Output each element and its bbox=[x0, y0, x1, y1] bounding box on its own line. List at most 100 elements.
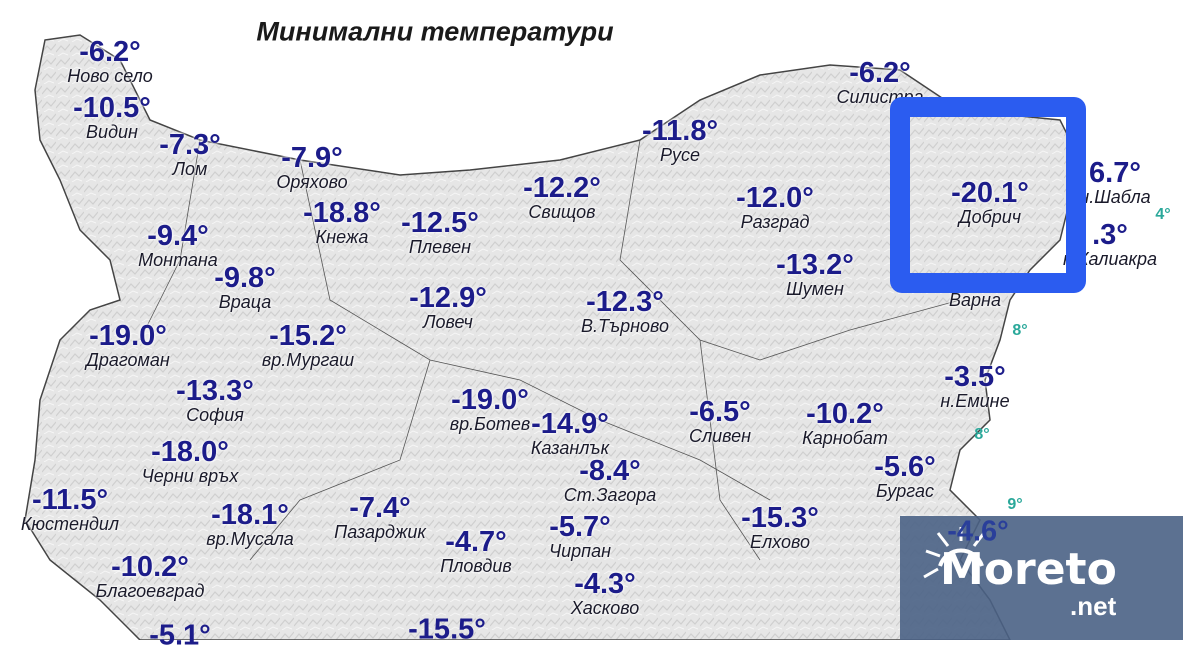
station-label: -7.4° Пазарджик bbox=[334, 494, 426, 543]
station-temperature: -19.0° bbox=[451, 384, 529, 416]
country-outline bbox=[24, 34, 1081, 640]
station-name: В.Търново bbox=[580, 316, 670, 336]
station-name: Русе bbox=[659, 145, 701, 165]
station-name: Лом bbox=[172, 159, 208, 179]
station-temperature: -12.9° bbox=[409, 282, 487, 314]
station-temperature: .3° bbox=[1092, 219, 1128, 251]
station-label: -7.3° Лом bbox=[159, 131, 221, 180]
station-label: -20.1° Добрич bbox=[951, 177, 1029, 228]
station-name: вр.Мусала bbox=[206, 529, 294, 549]
station-label: -3.5° н.Емине bbox=[940, 361, 1010, 412]
station-name: Разград bbox=[740, 212, 810, 232]
station-label: -9.8° Враца bbox=[214, 262, 276, 313]
station-name: Видин bbox=[86, 122, 138, 142]
logo-text: Moreto bbox=[940, 544, 1117, 595]
station-label: -12.2° Свищов bbox=[523, 174, 601, 223]
station-name: Сливен bbox=[688, 426, 752, 446]
station-label: -7.9° Оряхово bbox=[276, 142, 348, 193]
map-title: Минимални температури bbox=[256, 16, 614, 47]
station-name: Пловдив bbox=[440, 556, 512, 576]
station-temperature: -3.5° bbox=[944, 361, 1006, 393]
sea-temperature: 9° bbox=[1007, 496, 1023, 513]
station-label: -5.7° Чирпан bbox=[549, 511, 611, 562]
station-temperature: -20.1° bbox=[951, 177, 1029, 209]
station-name: н.Шабла bbox=[1079, 187, 1151, 207]
station-temperature: -15.2° bbox=[269, 320, 347, 352]
station-name: Кюстендил bbox=[20, 514, 120, 534]
station-label: .3° н.Калиакра bbox=[1063, 219, 1157, 270]
station-label: 6.7° н.Шабла bbox=[1079, 157, 1151, 208]
station-name: Ст.Загора bbox=[563, 485, 657, 505]
partial-value: -15.5° bbox=[408, 613, 486, 646]
station-temperature: -11.8° bbox=[641, 115, 719, 147]
station-label: Варна bbox=[949, 290, 1001, 310]
station-temperature: -10.2° bbox=[111, 551, 189, 583]
station-name: вр.Мургаш bbox=[261, 350, 355, 370]
station-name: Хасково bbox=[570, 598, 640, 618]
partial-value: -4.6° bbox=[947, 515, 1009, 548]
station-name: Пазарджик bbox=[334, 522, 426, 542]
station-name: Оряхово bbox=[276, 172, 348, 192]
station-name: Карнобат bbox=[802, 428, 888, 448]
moreto-logo: Moreto .net bbox=[900, 516, 1183, 640]
station-name: Бургас bbox=[875, 481, 935, 501]
station-label: -4.3° Хасково bbox=[570, 570, 640, 619]
station-temperature: -6.2° bbox=[849, 57, 911, 89]
station-temperature: -6.5° bbox=[689, 396, 751, 428]
station-temperature: -13.2° bbox=[776, 249, 854, 281]
station-temperature: -9.8° bbox=[214, 262, 276, 294]
station-label: -18.1° вр.Мусала bbox=[206, 499, 294, 550]
station-label: -11.8° Русе bbox=[641, 115, 719, 166]
station-label: -12.5° Плевен bbox=[401, 209, 479, 258]
station-temperature: -4.7° bbox=[445, 526, 507, 558]
highlight-box-dobrich bbox=[890, 97, 1086, 293]
station-temperature: -8.4° bbox=[579, 455, 641, 487]
station-name: Варна bbox=[949, 290, 1001, 310]
station-label: -18.8° Кнежа bbox=[303, 197, 381, 248]
logo-suffix: .net bbox=[1070, 591, 1117, 621]
station-label: -19.0° Драгоман bbox=[86, 322, 170, 371]
station-label: -8.4° Ст.Загора bbox=[563, 455, 657, 506]
station-temperature: -15.3° bbox=[741, 502, 819, 534]
station-name: Кнежа bbox=[315, 227, 369, 247]
station-name: Плевен bbox=[408, 237, 472, 257]
region-borders bbox=[139, 139, 961, 561]
station-label: -12.0° Разград bbox=[736, 182, 814, 233]
station-name: Благоевград bbox=[95, 581, 205, 601]
station-label: -10.2° Карнобат bbox=[802, 398, 888, 449]
station-name: Ловеч bbox=[423, 312, 473, 332]
station-name: Елхово bbox=[750, 532, 810, 552]
station-label: -5.6° Бургас bbox=[874, 453, 936, 502]
station-temperature: 6.7° bbox=[1089, 157, 1141, 189]
station-label: -10.5° Видин bbox=[73, 94, 151, 143]
station-name: Шумен bbox=[786, 279, 844, 299]
station-label: -13.2° Шумен bbox=[776, 249, 854, 300]
station-name: Драгоман bbox=[86, 350, 170, 370]
station-label: -15.2° вр.Мургаш bbox=[261, 320, 355, 371]
sun-icon bbox=[923, 527, 986, 579]
station-name: Казанлък bbox=[530, 438, 610, 458]
station-name: Черни връх bbox=[141, 466, 239, 486]
station-name: вр.Ботев bbox=[449, 414, 531, 434]
station-temperature: -18.1° bbox=[211, 499, 289, 531]
station-label: -9.4° Монтана bbox=[138, 220, 218, 271]
partial-value: -5.1° bbox=[149, 619, 211, 652]
station-label: -11.5° Кюстендил bbox=[20, 486, 120, 535]
station-name: н.Емине bbox=[940, 391, 1010, 411]
sea-temperature: 8° bbox=[1012, 322, 1028, 339]
station-temperature: -6.2° bbox=[79, 36, 141, 68]
station-temperature: -7.9° bbox=[281, 142, 343, 174]
station-name: Монтана bbox=[138, 250, 218, 270]
station-temperature: -9.4° bbox=[147, 220, 209, 252]
station-temperature: -18.8° bbox=[303, 197, 381, 229]
station-label: -15.3° Елхово bbox=[741, 502, 819, 553]
station-label: -6.5° Сливен bbox=[688, 396, 752, 447]
station-temperature: -10.2° bbox=[806, 398, 884, 430]
station-label: -6.2° Ново село bbox=[67, 36, 153, 87]
station-temperature: -5.7° bbox=[549, 511, 611, 543]
station-name: Чирпан bbox=[549, 541, 611, 561]
station-temperature: -12.0° bbox=[736, 182, 814, 214]
station-label: -14.9° Казанлък bbox=[530, 410, 610, 459]
station-name: Ново село bbox=[67, 66, 153, 86]
station-name: Свищов bbox=[528, 202, 596, 222]
